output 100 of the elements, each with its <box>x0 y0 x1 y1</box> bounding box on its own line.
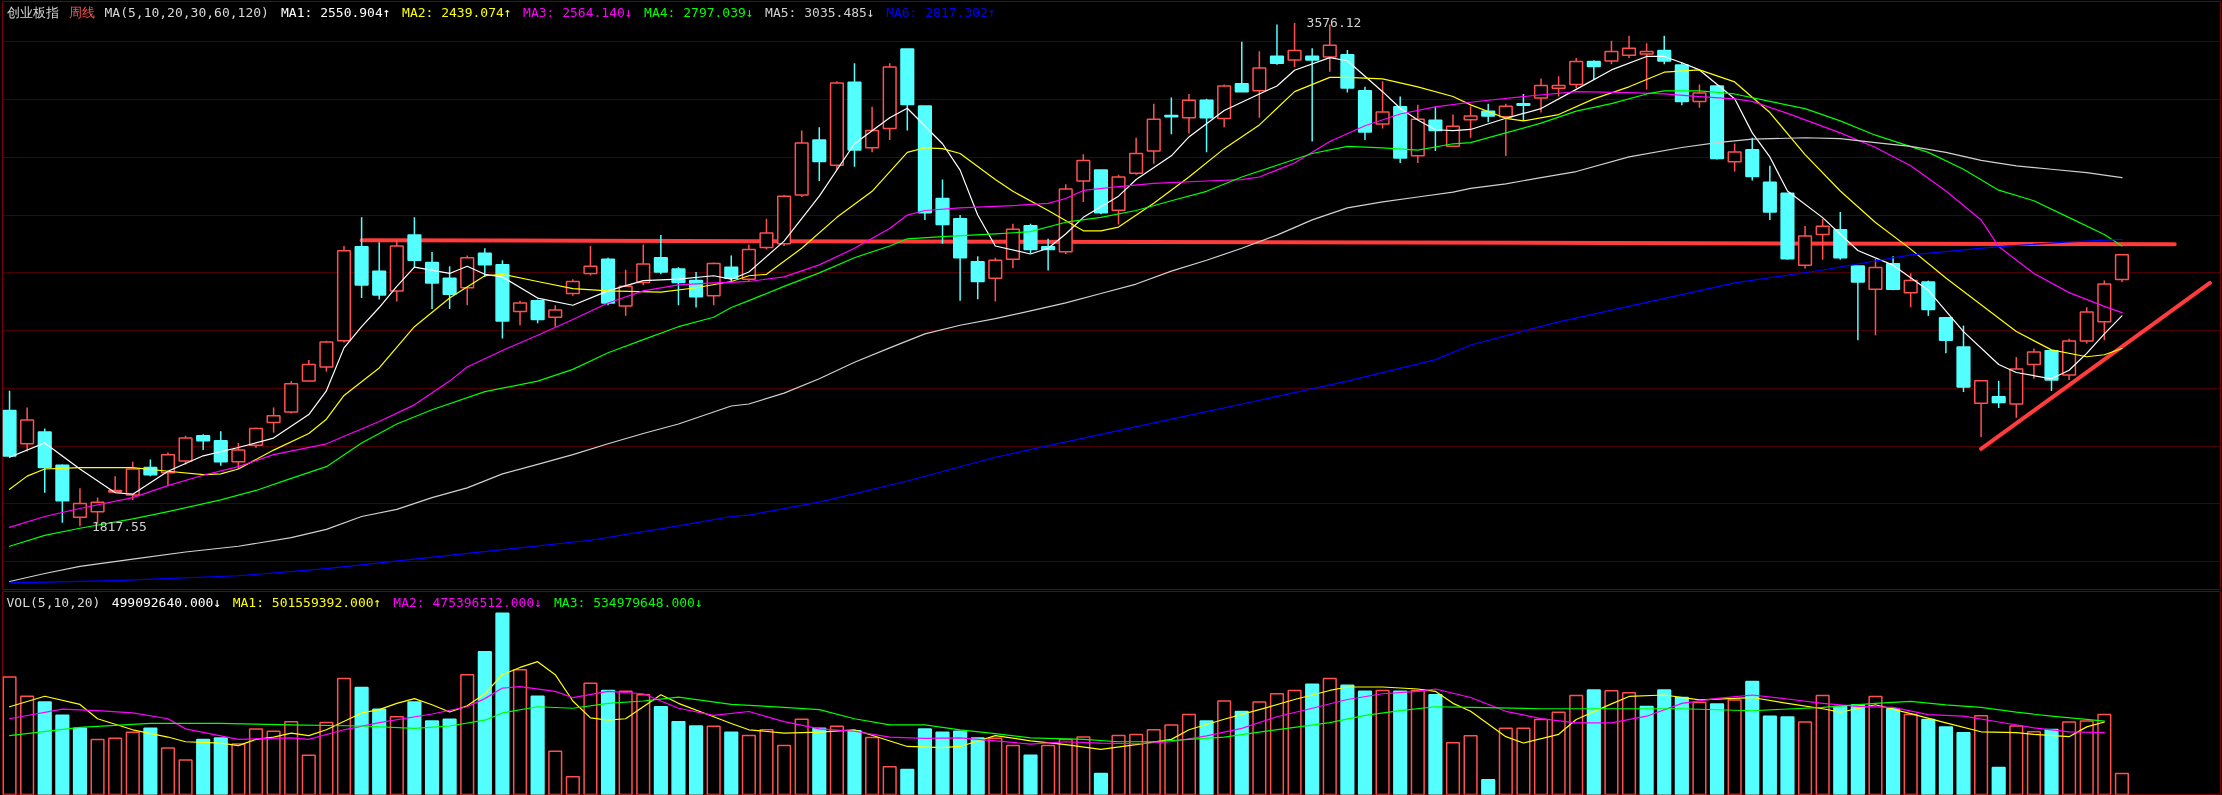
bar <box>512 669 528 795</box>
bar <box>1498 727 1513 795</box>
chart-subtitle: 周线 <box>68 4 95 20</box>
bar <box>1974 714 1989 795</box>
bar <box>1709 703 1725 795</box>
bar <box>1463 735 1478 795</box>
bar <box>917 728 932 795</box>
bar <box>231 743 246 795</box>
annotation: 1817.55 <box>91 518 147 534</box>
bar <box>1340 684 1355 795</box>
bar <box>1533 718 1549 795</box>
text: MA1: 501559392.000↑ <box>232 594 382 610</box>
bar <box>2 676 17 795</box>
bar <box>1727 699 1742 795</box>
candlestick <box>1903 272 1918 308</box>
candlestick <box>1181 93 1197 135</box>
bar <box>1868 695 1883 795</box>
bar <box>530 695 545 795</box>
bar <box>178 759 193 795</box>
bar <box>2044 728 2059 795</box>
bar <box>248 728 264 795</box>
chart-title: 创业板指 <box>6 4 59 20</box>
candlestick <box>1076 153 1091 203</box>
bar <box>1938 726 1953 795</box>
candlestick <box>1551 75 1566 98</box>
candlestick <box>1164 96 1179 136</box>
bar <box>37 701 52 795</box>
bar <box>1322 677 1337 795</box>
bar <box>372 708 387 795</box>
candlestick <box>512 299 528 327</box>
chart-subtitle: 499092640.000↓ <box>111 594 222 610</box>
bar <box>20 695 35 795</box>
bar <box>1076 736 1091 795</box>
candlestick <box>1199 98 1214 154</box>
bar <box>2026 731 2041 795</box>
candlestick <box>1375 80 1390 130</box>
candlestick <box>1850 265 1865 341</box>
candlestick <box>1287 22 1302 68</box>
bar <box>1428 694 1443 795</box>
candlestick <box>1938 316 1953 355</box>
bar <box>1181 713 1197 795</box>
candlestick <box>1023 222 1038 254</box>
text: MA2: 2439.074↑ <box>402 4 512 20</box>
bar <box>759 729 774 795</box>
bar <box>407 701 422 795</box>
candlestick <box>1516 93 1531 122</box>
candlestick <box>1621 35 1637 59</box>
candlestick <box>1252 50 1267 119</box>
bar <box>196 738 211 795</box>
candlestick <box>724 254 739 283</box>
candlestick <box>442 265 457 310</box>
bar <box>1885 708 1901 795</box>
bar <box>1146 729 1161 795</box>
annotation: 3576.12 <box>1306 15 1362 31</box>
candlestick <box>424 251 440 310</box>
candlestick <box>1815 218 1830 261</box>
bar <box>548 750 563 795</box>
bar <box>794 718 809 795</box>
bar <box>1252 701 1267 795</box>
bar <box>1657 689 1672 795</box>
candlestick <box>1991 380 2006 409</box>
candlestick <box>988 256 1003 303</box>
bar <box>671 720 686 795</box>
bar <box>1111 734 1126 795</box>
bar <box>2114 772 2130 795</box>
text: MA3: 2564.140↓ <box>523 4 633 20</box>
candlestick <box>1234 41 1249 93</box>
bar <box>1903 713 1918 795</box>
bar <box>653 706 668 795</box>
candlestick <box>1569 57 1584 89</box>
candlestick <box>636 243 651 286</box>
bar <box>600 689 616 795</box>
bar <box>1745 680 1760 795</box>
candlestick <box>812 126 827 182</box>
bar <box>2009 725 2024 795</box>
candlestick <box>1868 258 1883 337</box>
bar <box>1815 694 1830 795</box>
bar <box>1516 727 1531 795</box>
bar <box>460 673 475 795</box>
bar <box>953 730 968 795</box>
candlestick <box>865 106 880 154</box>
bar <box>706 725 721 795</box>
bar <box>1621 691 1637 795</box>
bar <box>55 714 70 795</box>
text: MA5: 3035.485↓ <box>765 4 875 20</box>
bar <box>1991 766 2006 795</box>
bar <box>1269 692 1285 795</box>
candlestick <box>1269 23 1285 66</box>
bar <box>724 731 739 795</box>
candlestick <box>1639 42 1654 91</box>
candlestick <box>1305 47 1320 143</box>
bar <box>1410 689 1425 795</box>
bar <box>1569 694 1584 795</box>
chart-title: VOL(5,10,20) <box>6 594 101 610</box>
bar <box>477 650 492 795</box>
bar <box>829 725 844 795</box>
candlestick <box>372 241 387 301</box>
bar <box>1217 700 1232 795</box>
bar <box>741 734 756 795</box>
bar <box>213 737 228 795</box>
